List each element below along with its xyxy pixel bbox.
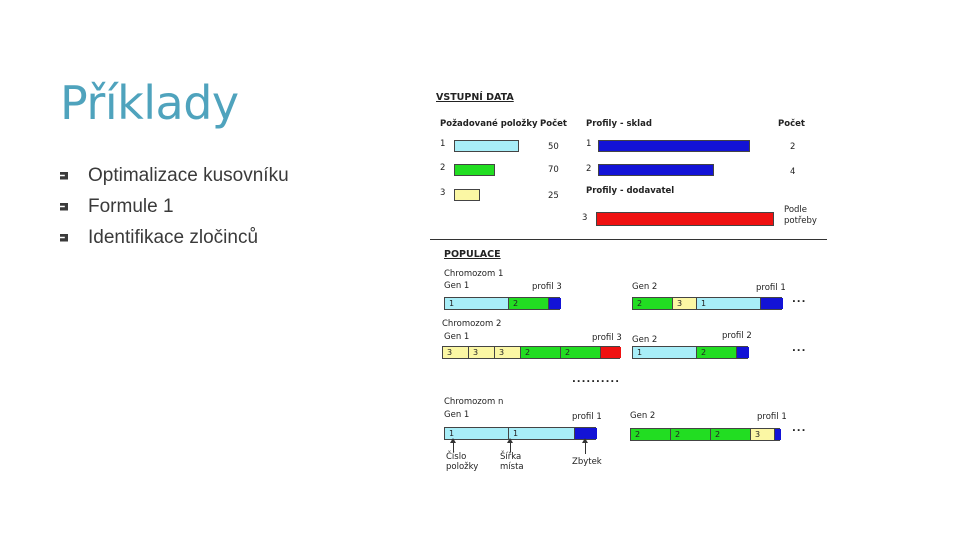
arrow-up-icon [507, 438, 513, 452]
req-count: 70 [548, 165, 559, 175]
population-header: POPULACE [444, 249, 501, 260]
supplier-header: Profily - dodavatel [586, 186, 675, 196]
req-count: 25 [548, 191, 559, 201]
gene-cell: 3 [751, 429, 775, 440]
req-id: 2 [440, 163, 446, 173]
arrow-up-icon [582, 438, 588, 454]
gene-bar: 1 2 [632, 346, 749, 359]
gene-cell [601, 347, 621, 358]
count-header: Počet [540, 119, 567, 129]
bullet-marker-icon [60, 202, 68, 211]
bullet-marker-icon [60, 171, 68, 180]
continuation-dots: ... [792, 343, 807, 354]
bullet-item: Optimalizace kusovníku [60, 160, 289, 191]
gene-cell [737, 347, 749, 358]
stock-bar-2 [598, 164, 714, 176]
diagram-figure: VSTUPNÍ DATA Požadované položky Počet Pr… [420, 85, 840, 485]
gene-cell: 2 [509, 298, 549, 309]
arrow-label: Šířka [500, 452, 522, 462]
chromosome-label: Chromozom 2 [442, 319, 502, 329]
gene-cell: 2 [671, 429, 711, 440]
profile-label: profil 1 [756, 283, 786, 293]
profile-label: profil 2 [722, 331, 752, 341]
req-count: 50 [548, 142, 559, 152]
gene-bar: 2 3 1 [632, 297, 783, 310]
gene-cell: 2 [521, 347, 561, 358]
gene-label: Gen 1 [444, 332, 470, 342]
stock-id: 1 [586, 139, 592, 149]
continuation-dots: ... [792, 423, 807, 434]
section-divider [430, 239, 827, 240]
gene-cell: 1 [633, 347, 697, 358]
gene-cell [775, 429, 781, 440]
arrow-label: místa [500, 462, 524, 472]
profile-label: profil 3 [532, 282, 562, 292]
supplier-id: 3 [582, 213, 588, 223]
req-bar-3 [454, 189, 480, 201]
profile-label: profil 1 [757, 412, 787, 422]
bullet-text: Optimalizace kusovníku [88, 165, 289, 186]
arrow-label: Zbytek [572, 457, 602, 467]
bullet-item: Formule 1 [60, 191, 289, 222]
profile-label: profil 1 [572, 412, 602, 422]
slide-title: Příklady [60, 76, 239, 130]
gene-cell [575, 428, 597, 439]
gene-cell [549, 298, 561, 309]
bullet-item: Identifikace zločinců [60, 222, 289, 253]
gene-label: Gen 2 [632, 282, 658, 292]
gene-cell: 2 [633, 298, 673, 309]
stock-count: 4 [790, 167, 796, 177]
chromosome-label: Chromozom n [444, 397, 504, 407]
gene-label: Gen 1 [444, 410, 470, 420]
stock-bar-1 [598, 140, 750, 152]
arrow-label: Číslo [446, 452, 467, 462]
gene-cell: 2 [561, 347, 601, 358]
middle-dots: .......... [572, 374, 620, 385]
gene-label: Gen 2 [632, 335, 658, 345]
gene-cell: 1 [445, 298, 509, 309]
gene-cell: 1 [509, 428, 575, 439]
gene-cell: 3 [469, 347, 495, 358]
gene-cell: 1 [697, 298, 761, 309]
gene-label: Gen 2 [630, 411, 656, 421]
gene-cell: 3 [443, 347, 469, 358]
gene-cell [761, 298, 783, 309]
stock-count: 2 [790, 142, 796, 152]
arrow-label: položky [446, 462, 479, 472]
req-bar-2 [454, 164, 495, 176]
required-items-header: Požadované položky [440, 119, 538, 129]
gene-cell: 3 [495, 347, 521, 358]
chromosome-label: Chromozom 1 [444, 269, 504, 279]
bullet-text: Formule 1 [88, 196, 174, 217]
continuation-dots: ... [792, 294, 807, 305]
arrow-up-icon [450, 438, 456, 452]
req-bar-1 [454, 140, 519, 152]
gene-bar: 3 3 3 2 2 [442, 346, 621, 359]
gene-cell: 2 [711, 429, 751, 440]
gene-cell: 2 [697, 347, 737, 358]
stock-profiles-header: Profily - sklad [586, 119, 652, 129]
gene-bar: 2 2 2 3 [630, 428, 781, 441]
req-id: 3 [440, 188, 446, 198]
count-header: Počet [778, 119, 805, 129]
profile-label: profil 3 [592, 333, 622, 343]
supplier-bar [596, 212, 774, 226]
bullet-text: Identifikace zločinců [88, 227, 259, 248]
gene-bar: 1 2 [444, 297, 561, 310]
bullet-marker-icon [60, 233, 68, 242]
gene-cell: 2 [631, 429, 671, 440]
gene-bar: 1 1 [444, 427, 597, 440]
gene-label: Gen 1 [444, 281, 470, 291]
stock-id: 2 [586, 164, 592, 174]
input-data-header: VSTUPNÍ DATA [436, 92, 514, 103]
supplier-note: potřeby [784, 216, 817, 226]
gene-cell: 3 [673, 298, 697, 309]
bullet-list: Optimalizace kusovníku Formule 1 Identif… [60, 160, 289, 253]
req-id: 1 [440, 139, 446, 149]
supplier-note: Podle [784, 205, 808, 215]
gene-cell: 1 [445, 428, 509, 439]
